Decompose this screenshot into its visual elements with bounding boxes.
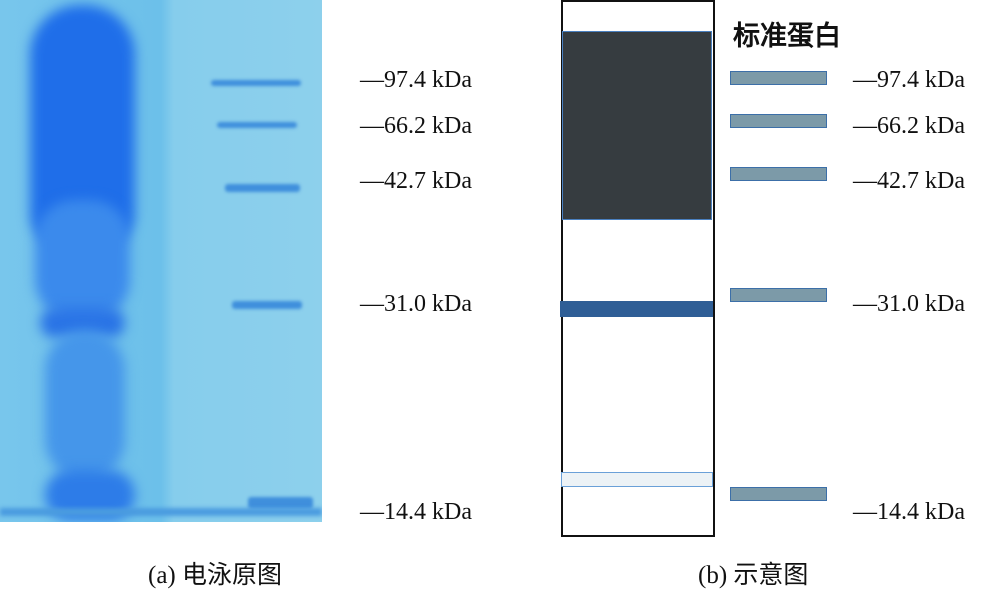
marker-band-42 xyxy=(225,184,300,192)
marker-label-a-66: —66.2 kDa xyxy=(360,113,472,139)
marker-band-66 xyxy=(217,122,297,128)
marker-bar-14 xyxy=(730,487,827,501)
caption-a: (a) 电泳原图 xyxy=(148,562,282,589)
standard-protein-title: 标准蛋白 xyxy=(733,21,841,52)
marker-label-b-31: —31.0 kDa xyxy=(853,291,965,317)
schematic-band-31 xyxy=(560,301,713,317)
marker-label-a-14: —14.4 kDa xyxy=(360,499,472,525)
marker-band-31 xyxy=(232,301,302,309)
marker-label-a-42: —42.7 kDa xyxy=(360,168,472,194)
marker-bar-42 xyxy=(730,167,827,181)
marker-label-b-66: —66.2 kDa xyxy=(853,113,965,139)
sample-smear-mid xyxy=(35,200,130,320)
gel-bottom-line xyxy=(0,508,322,516)
sample-smear-low xyxy=(45,330,125,480)
marker-bar-97 xyxy=(730,71,827,85)
marker-bar-31 xyxy=(730,288,827,302)
schematic-band-14 xyxy=(561,472,713,487)
marker-bar-66 xyxy=(730,114,827,128)
marker-band-14 xyxy=(248,497,313,509)
marker-label-b-97: —97.4 kDa xyxy=(853,67,965,93)
marker-label-a-31: —31.0 kDa xyxy=(360,291,472,317)
marker-band-97 xyxy=(211,80,301,86)
schematic-dark-block xyxy=(562,31,712,220)
marker-label-a-97: —97.4 kDa xyxy=(360,67,472,93)
marker-label-b-14: —14.4 kDa xyxy=(853,499,965,525)
electrophoresis-gel-image xyxy=(0,0,322,522)
caption-b: (b) 示意图 xyxy=(698,562,809,589)
marker-label-b-42: —42.7 kDa xyxy=(853,168,965,194)
